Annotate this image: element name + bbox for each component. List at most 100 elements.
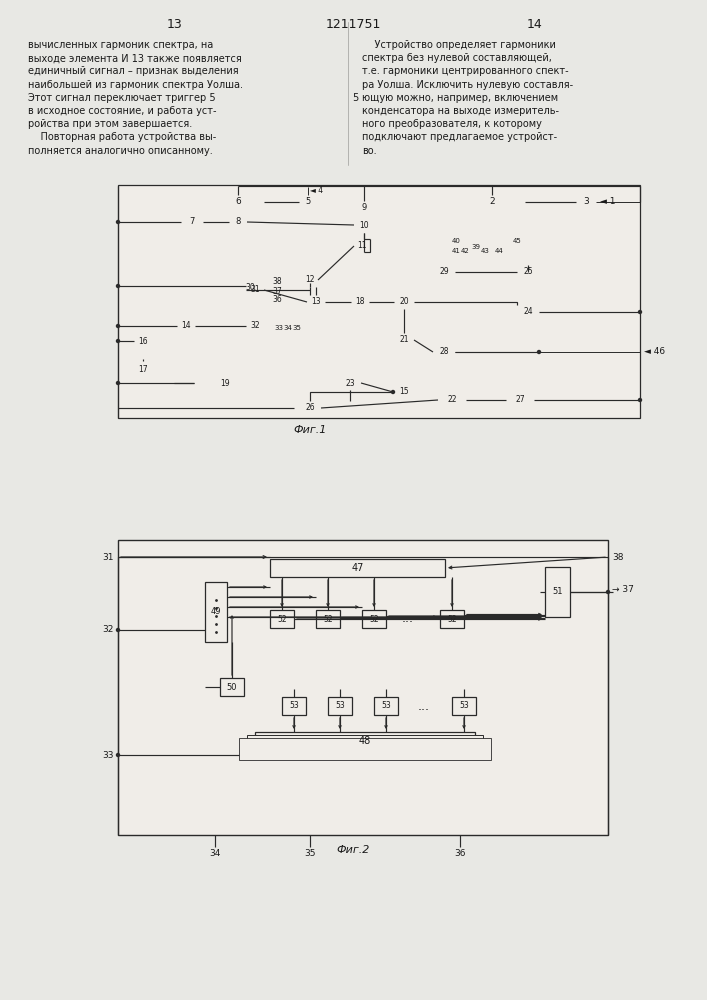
Text: 51: 51 <box>552 587 563 596</box>
Bar <box>354 218 374 232</box>
Text: 22: 22 <box>448 395 457 404</box>
Circle shape <box>117 340 119 342</box>
Text: Повторная работа устройства вы-: Повторная работа устройства вы- <box>28 132 216 142</box>
Text: 32: 32 <box>103 626 114 635</box>
Bar <box>246 319 264 333</box>
Bar <box>247 735 483 755</box>
Text: 21: 21 <box>399 336 409 344</box>
Bar <box>246 283 264 297</box>
Bar <box>134 323 152 359</box>
Text: во.: во. <box>362 146 377 156</box>
Text: 49: 49 <box>211 607 221 616</box>
Text: ◄ 46: ◄ 46 <box>644 348 665 357</box>
Text: 19: 19 <box>220 378 230 387</box>
Bar <box>181 215 203 230</box>
Circle shape <box>117 284 119 288</box>
Text: 8: 8 <box>235 218 240 227</box>
Text: Этот сигнал переключает триггер 5: Этот сигнал переключает триггер 5 <box>28 93 216 103</box>
Bar <box>220 678 244 696</box>
Text: единичный сигнал – признак выделения: единичный сигнал – признак выделения <box>28 66 239 76</box>
Bar <box>229 215 247 230</box>
Circle shape <box>638 398 641 401</box>
Text: 50: 50 <box>227 682 238 692</box>
Text: 43: 43 <box>481 248 490 254</box>
Text: 40: 40 <box>452 238 461 244</box>
Text: 35: 35 <box>304 849 316 858</box>
Text: 14: 14 <box>527 18 543 31</box>
Bar <box>545 567 570 617</box>
Text: 11: 11 <box>357 241 367 250</box>
Bar <box>205 582 227 642</box>
Text: 17: 17 <box>138 365 148 374</box>
Text: 33: 33 <box>274 325 283 331</box>
Circle shape <box>607 590 609 593</box>
Bar <box>177 318 195 334</box>
Text: 53: 53 <box>289 702 299 710</box>
Text: 39: 39 <box>471 244 480 250</box>
Bar <box>440 610 464 628</box>
Text: ...: ... <box>418 700 430 712</box>
Text: 13: 13 <box>311 298 321 306</box>
Text: 33: 33 <box>103 750 114 760</box>
Text: 29: 29 <box>439 267 449 276</box>
Bar <box>394 295 414 309</box>
Text: ...: ... <box>402 612 414 626</box>
Text: 12: 12 <box>305 275 315 284</box>
Bar <box>239 738 491 760</box>
Text: наибольшей из гармоник спектра Уолша.: наибольшей из гармоник спектра Уолша. <box>28 80 243 90</box>
Text: 25: 25 <box>523 267 533 276</box>
Bar <box>452 697 476 715</box>
Text: 47: 47 <box>351 563 363 573</box>
Text: 6: 6 <box>235 198 241 207</box>
Text: 30: 30 <box>245 284 255 292</box>
Text: 34: 34 <box>283 325 292 331</box>
Circle shape <box>117 754 119 756</box>
Text: 38: 38 <box>612 552 624 562</box>
Bar <box>302 273 318 287</box>
Bar <box>212 194 264 210</box>
Bar <box>438 393 466 407</box>
Bar <box>576 194 596 210</box>
Text: 2: 2 <box>489 198 495 207</box>
Text: 5: 5 <box>305 198 310 207</box>
Bar <box>517 265 539 279</box>
Text: 15: 15 <box>399 387 409 396</box>
Text: 3: 3 <box>583 198 589 207</box>
Bar <box>354 239 370 253</box>
Text: 45: 45 <box>513 238 522 244</box>
Text: 28: 28 <box>439 348 449 357</box>
Text: подключают предлагаемое устройст-: подключают предлагаемое устройст- <box>362 132 557 142</box>
Text: 31: 31 <box>103 552 114 562</box>
Text: 52: 52 <box>277 614 287 624</box>
Text: 26: 26 <box>305 403 315 412</box>
Text: конденсатора на выходе измеритель-: конденсатора на выходе измеритель- <box>362 106 559 116</box>
Text: ного преобразователя, к которому: ного преобразователя, к которому <box>362 119 542 129</box>
Bar <box>354 200 374 216</box>
Text: → 37: → 37 <box>612 585 634 594</box>
Bar <box>118 185 640 418</box>
Text: 16: 16 <box>138 336 148 346</box>
Text: 48: 48 <box>359 736 371 746</box>
Text: 13: 13 <box>167 18 183 31</box>
Circle shape <box>117 221 119 224</box>
Text: 14: 14 <box>181 322 191 330</box>
Text: 23: 23 <box>345 378 355 387</box>
Text: 5: 5 <box>352 93 358 103</box>
Text: т.е. гармоники центрированного спект-: т.е. гармоники центрированного спект- <box>362 66 568 76</box>
Text: 35: 35 <box>292 325 301 331</box>
Bar <box>299 401 321 415</box>
Text: ющую можно, например, включением: ющую можно, например, включением <box>362 93 558 103</box>
Text: 38: 38 <box>272 277 281 286</box>
Bar <box>362 610 386 628</box>
Text: ◄ 4: ◄ 4 <box>310 186 323 195</box>
Bar <box>433 345 455 359</box>
Circle shape <box>392 390 395 393</box>
Text: 34: 34 <box>209 849 221 858</box>
Bar <box>460 194 525 210</box>
Text: ройства при этом завершается.: ройства при этом завершается. <box>28 119 192 129</box>
Text: 42: 42 <box>461 248 469 254</box>
Text: Фиг.1: Фиг.1 <box>293 425 327 435</box>
Text: 53: 53 <box>381 702 391 710</box>
Text: Фиг.2: Фиг.2 <box>337 845 370 855</box>
Bar <box>351 295 369 309</box>
